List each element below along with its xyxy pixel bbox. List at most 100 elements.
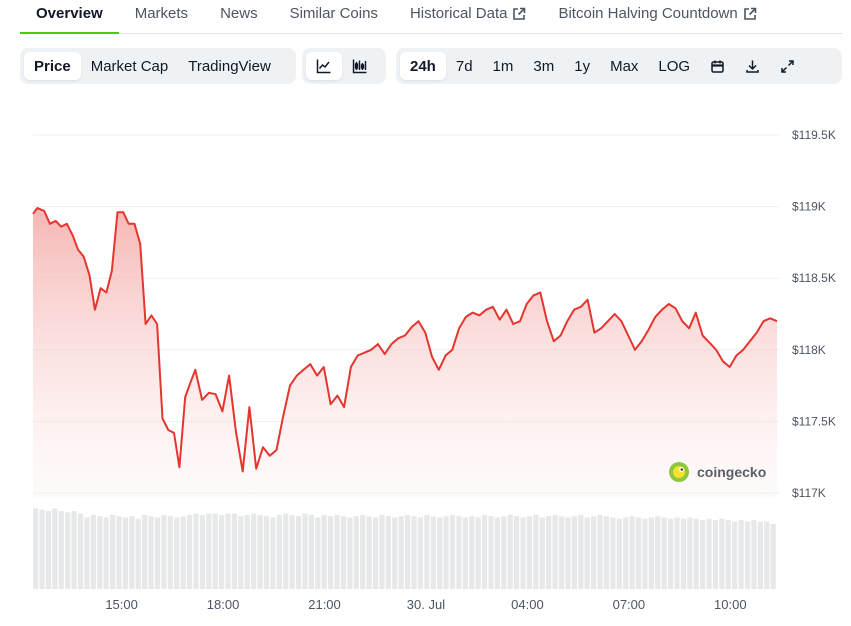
volume-bar — [302, 513, 308, 589]
line-chart-icon — [316, 58, 332, 74]
volume-bar — [65, 512, 71, 589]
volume-bar — [494, 517, 501, 589]
range-7d-button[interactable]: 7d — [455, 57, 473, 75]
volume-bar — [116, 516, 122, 589]
tab-bitcoin-halving-countdown[interactable]: Bitcoin Halving Countdown — [542, 0, 772, 34]
volume-bar — [578, 514, 584, 589]
tab-markets[interactable]: Markets — [119, 0, 204, 34]
tab-news[interactable]: News — [204, 0, 274, 34]
metric-switcher: Price Market Cap TradingView — [20, 48, 296, 84]
calendar-button[interactable] — [700, 52, 735, 80]
volume-bar — [667, 518, 674, 589]
volume-bar — [674, 517, 680, 589]
market-cap-button[interactable]: Market Cap — [90, 57, 169, 75]
tab-overview[interactable]: Overview — [20, 0, 119, 34]
volume-bar — [161, 514, 167, 589]
external-link-icon — [512, 5, 526, 21]
volume-bar — [462, 517, 468, 589]
volume-bar — [706, 518, 712, 589]
tradingview-button[interactable]: TradingView — [188, 57, 271, 75]
candlestick-chart-button[interactable] — [342, 52, 378, 80]
volume-bar — [385, 516, 391, 589]
y-tick-label: $119.5K — [792, 128, 836, 142]
volume-bar — [353, 516, 359, 589]
volume-bar — [603, 516, 610, 589]
volume-bar — [693, 518, 699, 589]
volume-bar — [328, 516, 334, 589]
tab-similar-coins[interactable]: Similar Coins — [274, 0, 394, 34]
volume-bar — [738, 520, 744, 589]
volume-bar — [295, 516, 302, 589]
volume-bar — [129, 516, 135, 589]
volume-bar — [135, 518, 141, 589]
tab-label: Similar Coins — [289, 5, 378, 22]
volume-bar — [558, 516, 565, 589]
coingecko-watermark: coingecko — [669, 462, 766, 482]
volume-bar — [405, 514, 411, 589]
volume-bar — [225, 513, 231, 589]
volume-bar — [424, 514, 430, 589]
x-tick-label: 18:00 — [207, 597, 240, 612]
y-axis-labels: $119.5K $119K $118.5K $118K $117.5K $117K — [792, 128, 836, 500]
volume-bar — [642, 518, 648, 589]
volume-bar — [456, 516, 462, 589]
expand-button[interactable] — [770, 52, 805, 80]
volume-bar — [475, 517, 481, 589]
volume-bar — [90, 514, 96, 589]
volume-bar — [526, 516, 533, 589]
external-link-icon — [743, 5, 757, 21]
range-3m-button[interactable]: 3m — [533, 57, 555, 75]
volume-bar — [719, 518, 725, 589]
volume-bar — [39, 509, 45, 589]
volume-bar — [148, 516, 154, 589]
volume-bar — [443, 516, 449, 589]
range-1m-button[interactable]: 1m — [492, 57, 514, 75]
volume-bar — [219, 514, 225, 589]
volume-bar — [270, 517, 276, 589]
volume-bar — [610, 517, 616, 589]
tab-label: Markets — [134, 5, 189, 22]
volume-bar — [366, 516, 372, 589]
volume-bar — [257, 514, 263, 589]
y-tick-label: $118K — [792, 343, 826, 357]
range-max-button[interactable]: Max — [610, 57, 639, 75]
volume-bars — [33, 508, 776, 589]
volume-bar — [212, 513, 218, 589]
volume-bar — [700, 520, 706, 589]
download-button[interactable] — [735, 52, 770, 80]
volume-bar — [430, 516, 436, 589]
volume-bar — [687, 517, 693, 589]
price-button[interactable]: Price — [24, 52, 81, 80]
volume-bar — [289, 514, 295, 589]
x-tick-label: 10:00 — [714, 597, 747, 612]
volume-bar — [680, 518, 687, 589]
x-tick-label: 07:00 — [613, 597, 646, 612]
range-24h-button[interactable]: 24h — [400, 52, 446, 80]
volume-bar — [71, 511, 77, 589]
volume-bar — [122, 517, 129, 589]
tab-bar: Overview Markets News Similar Coins Hist… — [20, 0, 843, 34]
volume-bar — [231, 513, 238, 589]
volume-bar — [180, 516, 186, 589]
download-icon — [745, 59, 760, 74]
tab-historical-data[interactable]: Historical Data — [394, 0, 543, 34]
volume-bar — [661, 517, 667, 589]
tab-label: Historical Data — [409, 5, 508, 22]
chart-style-switcher — [302, 48, 386, 84]
volume-bar — [251, 513, 257, 589]
volume-bar — [340, 516, 347, 589]
volume-bar — [398, 516, 404, 589]
range-1y-button[interactable]: 1y — [574, 57, 591, 75]
log-scale-button[interactable]: LOG — [658, 57, 691, 75]
volume-bar — [244, 514, 250, 589]
y-tick-label: $119K — [792, 200, 826, 214]
volume-bar — [360, 514, 366, 589]
volume-bar — [488, 516, 494, 589]
expand-icon — [780, 59, 795, 74]
volume-bar — [744, 521, 751, 589]
volume-bar — [481, 514, 488, 589]
volume-bar — [263, 516, 270, 589]
line-chart-button[interactable] — [306, 52, 342, 80]
volume-bar — [97, 516, 103, 589]
volume-bar — [437, 517, 443, 589]
